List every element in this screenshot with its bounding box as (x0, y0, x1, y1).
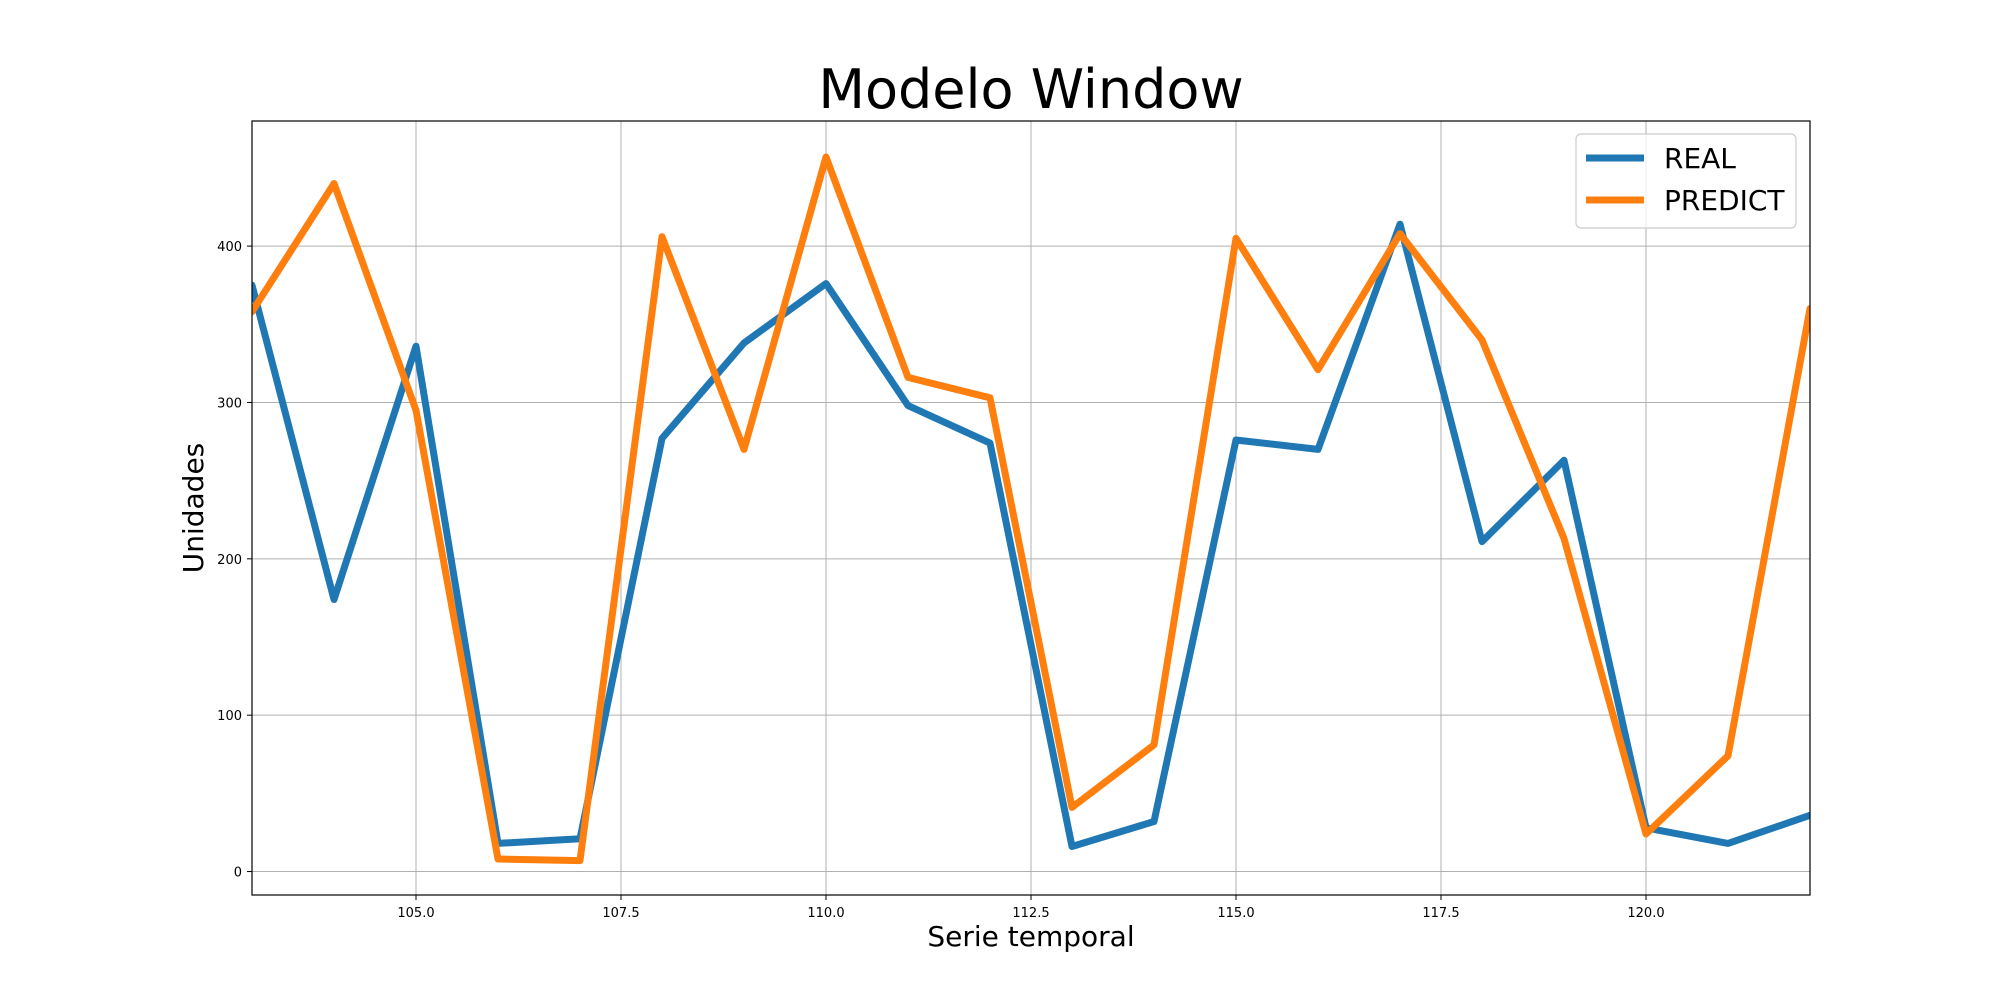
y-axis-title: Unidades (177, 443, 210, 574)
x-tick-label: 115.0 (1217, 906, 1254, 921)
series-line-predict (252, 153, 1810, 865)
series-line-real (252, 220, 1810, 850)
legend-label-predict: PREDICT (1664, 184, 1785, 217)
y-tick-label: 200 (217, 553, 242, 568)
y-tick-label: 0 (234, 866, 242, 881)
y-axis-ticks: 0 100 200 300 400 (217, 240, 252, 881)
x-tick-label: 112.5 (1012, 906, 1049, 921)
legend: REAL PREDICT (1575, 133, 1797, 229)
y-tick-label: 100 (217, 709, 242, 724)
series-lines (252, 153, 1810, 865)
x-tick-label: 105.0 (397, 906, 434, 921)
x-tick-label: 117.5 (1422, 906, 1459, 921)
chart-title: Modelo Window (818, 58, 1243, 121)
y-tick-label: 300 (217, 396, 242, 411)
x-axis-ticks: 105.0 107.5 110.0 112.5 115.0 117.5 120.0 (397, 895, 1665, 921)
legend-label-real: REAL (1664, 142, 1736, 175)
grid-lines (252, 121, 1810, 895)
x-axis-title: Serie temporal (927, 920, 1134, 953)
x-tick-label: 110.0 (807, 906, 844, 921)
y-tick-label: 400 (217, 240, 242, 255)
x-tick-label: 120.0 (1627, 906, 1664, 921)
x-tick-label: 107.5 (602, 906, 639, 921)
plot-area (252, 153, 1810, 865)
